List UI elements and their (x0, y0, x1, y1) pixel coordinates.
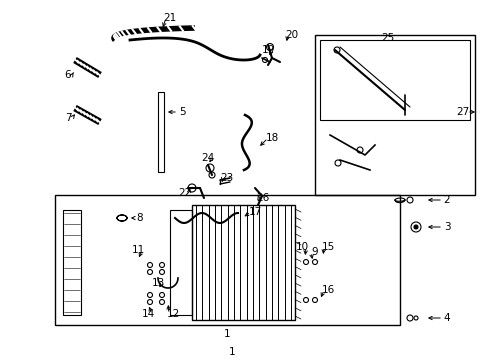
Text: 15: 15 (321, 242, 334, 252)
Circle shape (413, 225, 417, 229)
Text: 8: 8 (137, 213, 143, 223)
Text: 13: 13 (151, 278, 164, 288)
Text: 10: 10 (295, 242, 308, 252)
Bar (63, 210, 81, 315)
Text: 17: 17 (248, 207, 261, 217)
Text: 24: 24 (201, 153, 214, 163)
Text: 3: 3 (443, 222, 449, 232)
Text: 23: 23 (220, 173, 233, 183)
Bar (319, 40, 469, 120)
Bar (314, 35, 474, 195)
Text: 7: 7 (64, 113, 71, 123)
Text: 22: 22 (178, 188, 191, 198)
Bar (55, 195, 399, 325)
Text: 14: 14 (141, 309, 154, 319)
Text: 12: 12 (166, 309, 179, 319)
Text: 27: 27 (455, 107, 468, 117)
Text: 11: 11 (131, 245, 144, 255)
Text: 21: 21 (163, 13, 176, 23)
Text: 20: 20 (285, 30, 298, 40)
Text: 25: 25 (381, 33, 394, 43)
Text: 2: 2 (443, 195, 449, 205)
Bar (192, 205, 294, 320)
Text: 16: 16 (321, 285, 334, 295)
Text: 4: 4 (443, 313, 449, 323)
Text: 5: 5 (178, 107, 185, 117)
Text: 26: 26 (256, 193, 269, 203)
Text: 1: 1 (224, 329, 230, 339)
Text: 1: 1 (228, 347, 235, 357)
Text: 9: 9 (311, 247, 318, 257)
Bar (158, 92, 163, 172)
Text: 19: 19 (261, 45, 274, 55)
Text: 6: 6 (64, 70, 71, 80)
Bar (170, 210, 192, 315)
Text: 18: 18 (265, 133, 278, 143)
